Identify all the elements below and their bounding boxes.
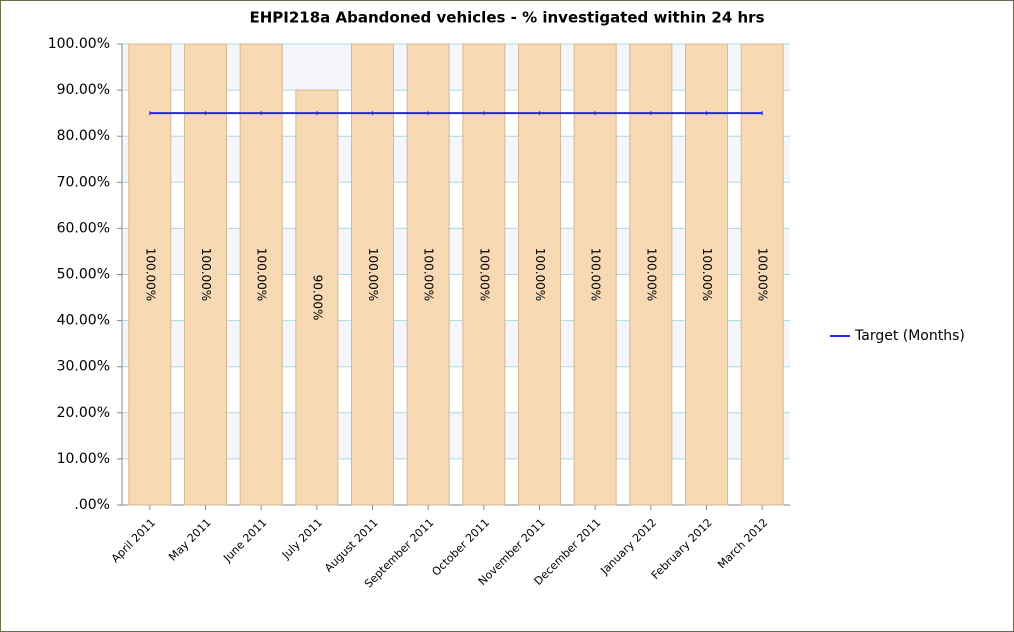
bar [128, 43, 172, 506]
y-tick-label: 90.00% [57, 82, 110, 98]
bar [685, 43, 728, 506]
bar [184, 43, 227, 506]
grid-band [122, 412, 790, 459]
y-tick-label: .00% [74, 497, 110, 513]
bar [406, 43, 450, 506]
value-label: 100.00% [366, 248, 380, 301]
grid-band [122, 136, 790, 183]
value-label: 100.00% [533, 248, 547, 301]
value-label: 100.00% [255, 248, 269, 301]
value-label: 100.00% [477, 248, 491, 301]
bar [239, 43, 283, 506]
y-tick-label: 70.00% [57, 174, 110, 190]
value-label: 100.00% [700, 248, 714, 301]
value-label: 90.00% [310, 275, 324, 321]
bar [295, 89, 339, 506]
grid-band [122, 44, 790, 91]
bar [573, 43, 617, 506]
bar [351, 43, 394, 506]
value-label: 100.00% [644, 248, 658, 301]
y-tick-label: 10.00% [57, 451, 110, 467]
y-tick-label: 40.00% [57, 313, 110, 329]
y-tick-label: 50.00% [57, 267, 110, 283]
y-tick-label: 30.00% [57, 359, 110, 375]
y-tick-label: 60.00% [57, 220, 110, 236]
bar [462, 43, 506, 506]
grid-band [122, 228, 790, 275]
value-label: 100.00% [422, 248, 436, 301]
chart-title: EHPI218a Abandoned vehicles - % investig… [249, 9, 764, 27]
bar [740, 43, 784, 506]
bar [629, 43, 673, 506]
value-label: 100.00% [589, 248, 603, 301]
legend-label: Target (Months) [854, 328, 965, 344]
y-tick-label: 20.00% [57, 405, 110, 421]
grid-band [122, 320, 790, 367]
value-label: 100.00% [756, 248, 770, 301]
y-tick-label: 100.00% [48, 36, 110, 52]
y-tick-label: 80.00% [57, 128, 110, 144]
value-label: 100.00% [199, 248, 213, 301]
value-label: 100.00% [143, 248, 157, 301]
bar [518, 43, 561, 506]
